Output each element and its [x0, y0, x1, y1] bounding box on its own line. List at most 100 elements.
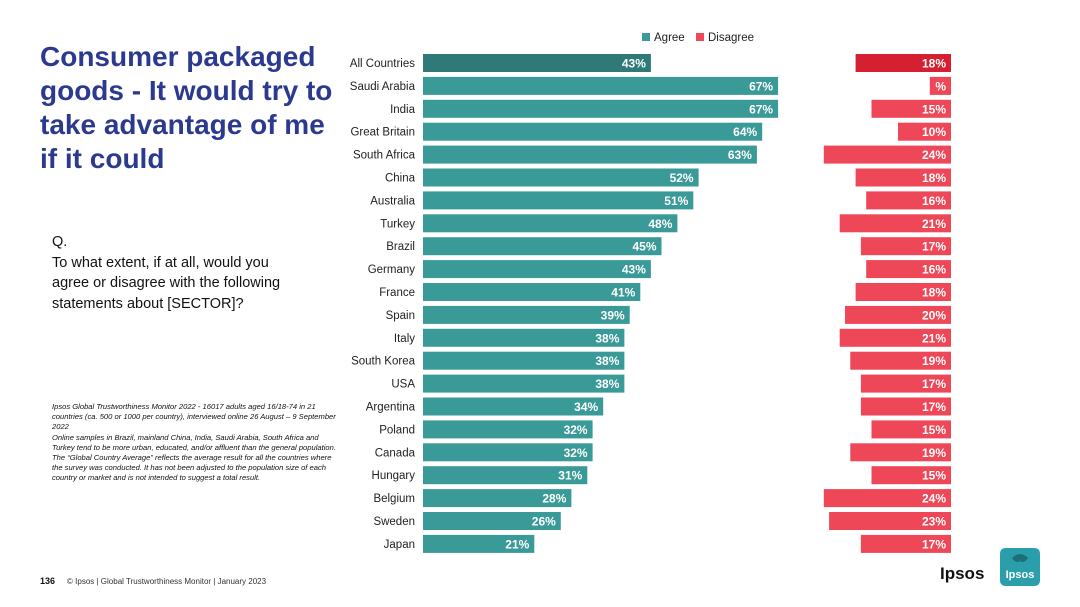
agree-bar [423, 466, 588, 485]
disagree-value-label: 21% [922, 331, 946, 345]
methodology-notes: Ipsos Global Trustworthiness Monitor 202… [52, 402, 337, 484]
disagree-value-label: 23% [922, 515, 946, 529]
disagree-value-label: 18% [922, 171, 946, 185]
ipsos-badge-text: Ipsos [1006, 569, 1035, 581]
agree-value-label: 45% [632, 240, 656, 254]
category-label: Italy [394, 333, 415, 345]
category-label: Spain [386, 310, 415, 322]
disagree-value-label: 18% [922, 57, 946, 71]
disagree-bar [929, 76, 951, 95]
methodology-note: Ipsos Global Trustworthiness Monitor 202… [52, 402, 336, 432]
legend-disagree-label: Disagree [708, 32, 754, 44]
disagree-bar [823, 489, 951, 508]
disagree-bar [829, 512, 951, 530]
agree-bar [423, 283, 641, 301]
agree-value-label: 32% [564, 446, 588, 460]
legend-disagree-swatch [696, 33, 704, 41]
category-label: Australia [370, 195, 415, 207]
category-label: Sweden [373, 516, 415, 528]
category-label: Poland [379, 424, 415, 436]
disagree-bar [850, 351, 951, 370]
methodology-note: The “Global Country Average” reflects th… [52, 453, 332, 483]
footer-text: © Ipsos | Global Trustworthiness Monitor… [67, 576, 267, 586]
disagree-value-label: 21% [922, 217, 946, 231]
category-label: Turkey [380, 218, 415, 230]
disagree-bar [855, 168, 951, 187]
disagree-value-label: 16% [922, 194, 946, 208]
agree-value-label: 43% [622, 57, 646, 71]
disagree-bar [860, 374, 951, 393]
agree-bar [423, 489, 572, 508]
agree-bar [423, 168, 699, 187]
footer: 136 © Ipsos | Global Trustworthiness Mon… [40, 576, 266, 586]
disagree-bar [860, 237, 951, 256]
disagree-bar [855, 54, 951, 72]
category-label: China [385, 173, 416, 185]
disagree-bar [866, 260, 951, 279]
agree-value-label: 38% [595, 377, 619, 391]
agree-value-label: 39% [601, 308, 625, 322]
disagree-bar [898, 122, 951, 141]
category-label: Germany [368, 264, 416, 276]
disagree-bar [866, 191, 951, 210]
disagree-value-label: 16% [922, 263, 946, 277]
agree-value-label: 51% [664, 194, 688, 208]
agree-value-label: 41% [611, 286, 635, 300]
disagree-bar [845, 305, 951, 324]
agree-bar [423, 54, 651, 72]
agree-bar [423, 237, 662, 256]
category-label: All Countries [350, 58, 415, 70]
agree-bar [423, 99, 779, 118]
ipsos-logo-badge: Ipsos [1000, 548, 1040, 586]
agree-bar [423, 214, 678, 233]
page-number: 136 [40, 576, 56, 586]
agree-bar [423, 351, 625, 370]
agree-bar [423, 305, 630, 324]
disagree-bar [860, 397, 951, 416]
category-label: South Korea [351, 356, 416, 368]
category-label: Hungary [372, 470, 416, 482]
disagree-value-label: 15% [922, 469, 946, 483]
ipsos-badge-mark [1012, 554, 1028, 562]
page-title: Consumer packaged goods - It would try t… [40, 41, 333, 174]
agree-value-label: 26% [532, 515, 556, 529]
agree-bar [423, 397, 604, 416]
disagree-value-label: 24% [922, 492, 946, 506]
agree-bar [423, 420, 593, 439]
category-label: USA [391, 379, 415, 391]
disagree-value-label: 15% [922, 423, 946, 437]
category-label: Great Britain [350, 127, 415, 139]
agree-value-label: 38% [595, 354, 619, 368]
agree-bar [423, 191, 694, 210]
disagree-value-label: 17% [922, 400, 946, 414]
agree-value-label: 31% [558, 469, 582, 483]
disagree-bar [839, 214, 951, 233]
disagree-bar [839, 328, 951, 347]
disagree-value-label: 18% [922, 286, 946, 300]
agree-bar [423, 122, 763, 141]
disagree-bar [871, 99, 951, 118]
category-label: Canada [375, 447, 416, 459]
disagree-bar [871, 420, 951, 439]
disagree-value-label: 19% [922, 446, 946, 460]
disagree-value-label: 17% [922, 377, 946, 391]
disagree-bar [871, 466, 951, 485]
agree-value-label: 38% [595, 331, 619, 345]
disagree-value-label: 17% [922, 240, 946, 254]
category-label: Saudi Arabia [350, 81, 416, 93]
agree-value-label: 64% [733, 125, 757, 139]
agree-bar [423, 534, 535, 553]
question-label: Q. [52, 234, 68, 250]
agree-value-label: 34% [574, 400, 598, 414]
disagree-bar [855, 283, 951, 301]
category-label: India [390, 104, 416, 116]
methodology-note: Online samples in Brazil, mainland China… [52, 432, 336, 452]
agree-value-label: 63% [728, 148, 752, 162]
agree-value-label: 28% [542, 492, 566, 506]
question-block: Q. To what extent, if at all, would you … [52, 232, 282, 314]
legend-agree-swatch [642, 33, 650, 41]
category-label: Brazil [386, 241, 415, 253]
question-text: To what extent, if at all, would you agr… [52, 254, 281, 312]
agree-value-label: 67% [749, 102, 773, 116]
